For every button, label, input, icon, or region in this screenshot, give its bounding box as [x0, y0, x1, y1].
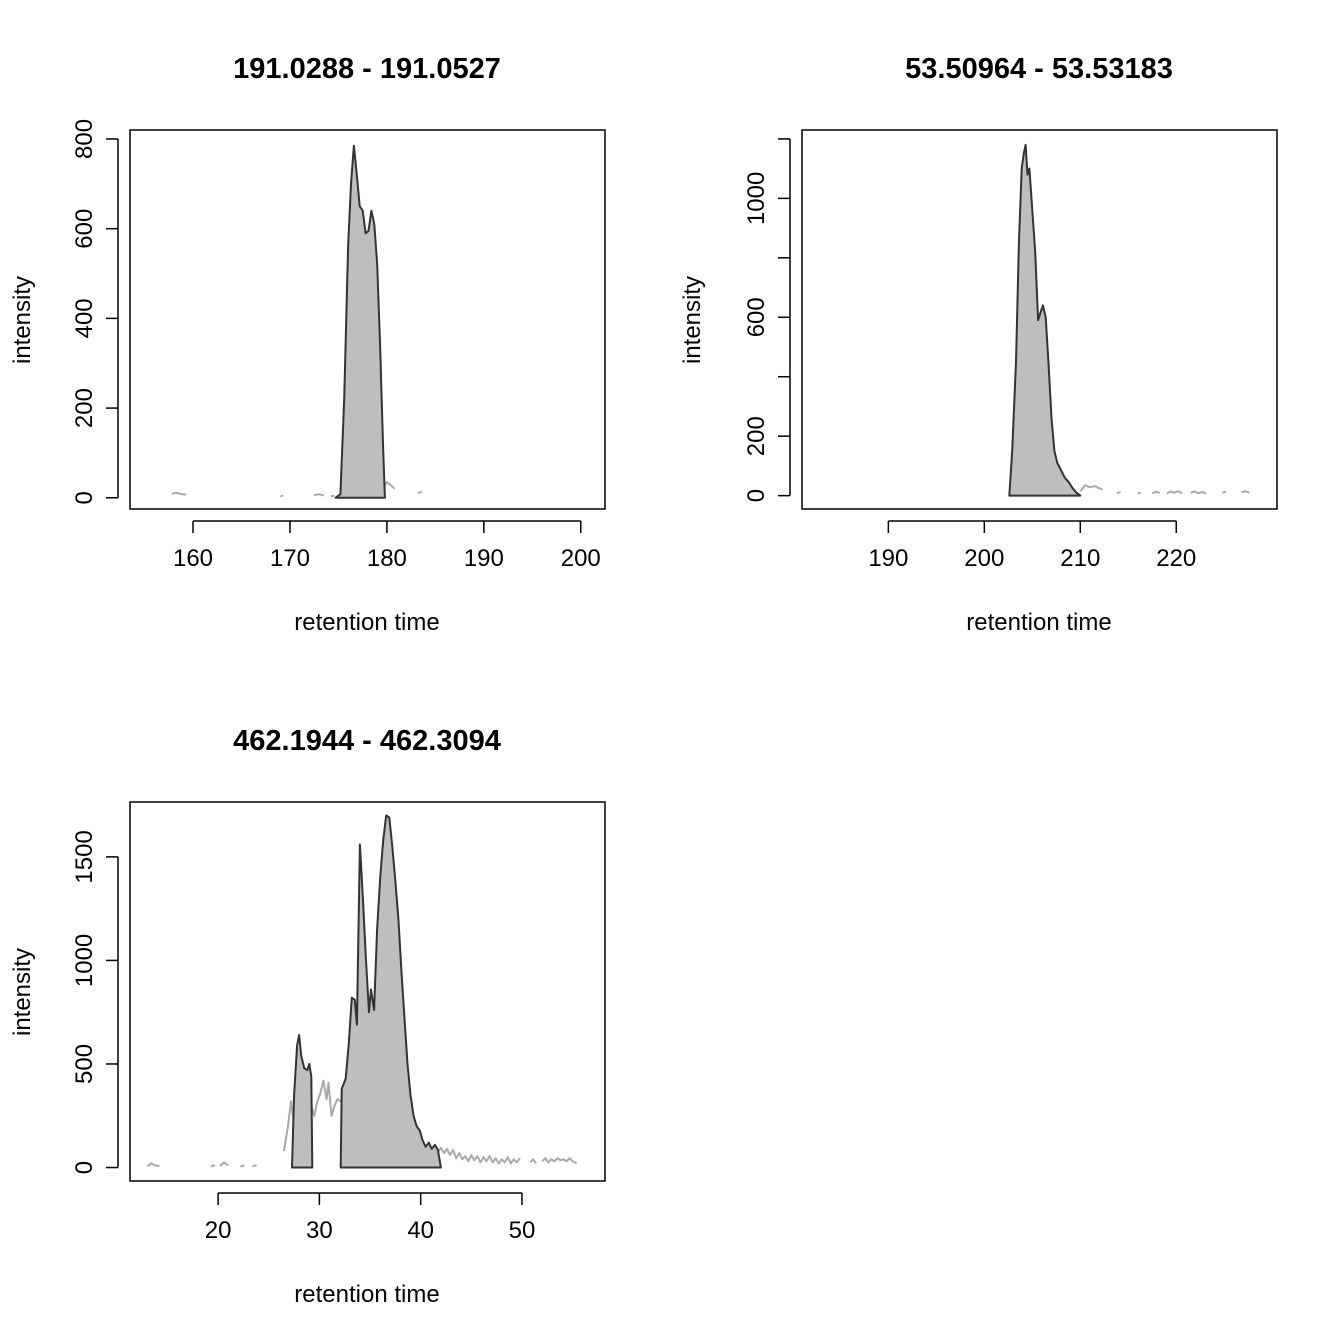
- panel-2-x-tick-label-3: 220: [1156, 545, 1196, 572]
- panel-2-peak-area-1: [1008, 143, 1082, 497]
- panel-1-title: 191.0288 - 191.0527: [233, 53, 501, 85]
- panel-2-raw-segment-1: [1116, 491, 1121, 495]
- panel-3-x-tick-label-3: 50: [509, 1217, 536, 1244]
- panel-1: 191.0288 - 191.0527 retention time inten…: [9, 53, 606, 636]
- panel-1-raw-segment-2: [314, 493, 325, 497]
- panel-1-y-tick-label-4: 800: [71, 119, 98, 159]
- panel-2-y-tick-label-1: 200: [743, 416, 770, 456]
- panel-2-x-tick-label-1: 200: [964, 545, 1004, 572]
- panel-1-xlabel: retention time: [294, 609, 439, 636]
- panel-1-peak-area-1: [334, 144, 386, 499]
- panel-3-x-tick-label-1: 30: [306, 1217, 333, 1244]
- panel-2-title: 53.50964 - 53.53183: [905, 53, 1173, 85]
- panel-3-raw-segment-7: [437, 1146, 521, 1165]
- panel-3-raw-segment-6: [310, 1079, 342, 1117]
- panel-3-x-tick-label-0: 20: [205, 1217, 232, 1244]
- panel-3-raw-segment-4: [252, 1164, 257, 1168]
- panel-1-x-tick-label-2: 180: [367, 545, 407, 572]
- panel-3-raw-segment-1: [210, 1164, 216, 1168]
- panel-1-raw-segment-5: [417, 490, 423, 495]
- panel-3-ylabel: intensity: [9, 948, 36, 1036]
- panel-2-raw-segment-2: [1137, 491, 1141, 495]
- panel-2-ylabel: intensity: [679, 276, 706, 364]
- panel-3-peak-area-2: [339, 814, 442, 1169]
- panel-1-x-tick-label-1: 170: [270, 545, 310, 572]
- panel-3-y-tick-label-1: 500: [71, 1044, 98, 1084]
- panel-2-raw-segment-6: [1222, 490, 1227, 494]
- panel-2: 53.50964 - 53.53183 retention time inten…: [679, 53, 1278, 636]
- panel-3-raw-segment-2: [219, 1161, 229, 1167]
- panel-1-raw-segment-1: [280, 494, 284, 498]
- panel-1-raw-segment-3: [330, 494, 335, 498]
- panel-3-y-tick-label-0: 0: [71, 1161, 98, 1174]
- panel-2-x-tick-label-0: 190: [868, 545, 908, 572]
- panel-1-y-tick-label-2: 400: [71, 298, 98, 338]
- panel-3-raw-segment-3: [240, 1164, 245, 1168]
- panel-2-xlabel: retention time: [966, 609, 1111, 636]
- panel-3-peak-area-1: [291, 1034, 314, 1169]
- panel-3-plot-frame: [129, 801, 606, 1182]
- panel-3-xlabel: retention time: [294, 1281, 439, 1308]
- panel-2-y-tick-label-3: 600: [743, 297, 770, 337]
- panel-2-raw-segment-7: [1241, 490, 1250, 494]
- panel-1-x-tick-label-4: 200: [561, 545, 601, 572]
- panel-2-raw-segment-3: [1151, 490, 1161, 495]
- panel-2-raw-segment-0: [1079, 484, 1103, 492]
- panel-3-raw-segment-8: [529, 1158, 537, 1164]
- panel-1-x-tick-label-3: 190: [464, 545, 504, 572]
- panel-1-y-tick-label-1: 200: [71, 388, 98, 428]
- panel-3-y-tick-label-2: 1000: [71, 934, 98, 987]
- panel-3-y-tick-label-3: 1500: [71, 830, 98, 883]
- panel-3-raw-segment-9: [541, 1157, 578, 1165]
- panel-2-raw-segment-5: [1190, 490, 1207, 495]
- panel-2-raw-segment-4: [1166, 490, 1183, 495]
- panel-1-y-tick-label-0: 0: [71, 491, 98, 504]
- panel-2-y-tick-label-5: 1000: [743, 172, 770, 225]
- panel-3-raw-segment-0: [146, 1162, 160, 1168]
- panel-2-y-tick-label-0: 0: [743, 489, 770, 502]
- panel-1-ylabel: intensity: [9, 276, 36, 364]
- panel-2-plot-frame: [801, 129, 1278, 510]
- panel-1-y-tick-label-3: 600: [71, 209, 98, 249]
- panel-2-x-tick-label-2: 210: [1060, 545, 1100, 572]
- panel-3-x-tick-label-2: 40: [407, 1217, 434, 1244]
- panel-1-raw-segment-0: [171, 491, 187, 496]
- panel-1-plot-frame: [129, 129, 606, 510]
- panel-3-title: 462.1944 - 462.3094: [233, 725, 501, 757]
- panel-1-x-tick-label-0: 160: [173, 545, 213, 572]
- panel-3: 462.1944 - 462.3094 retention time inten…: [9, 725, 606, 1308]
